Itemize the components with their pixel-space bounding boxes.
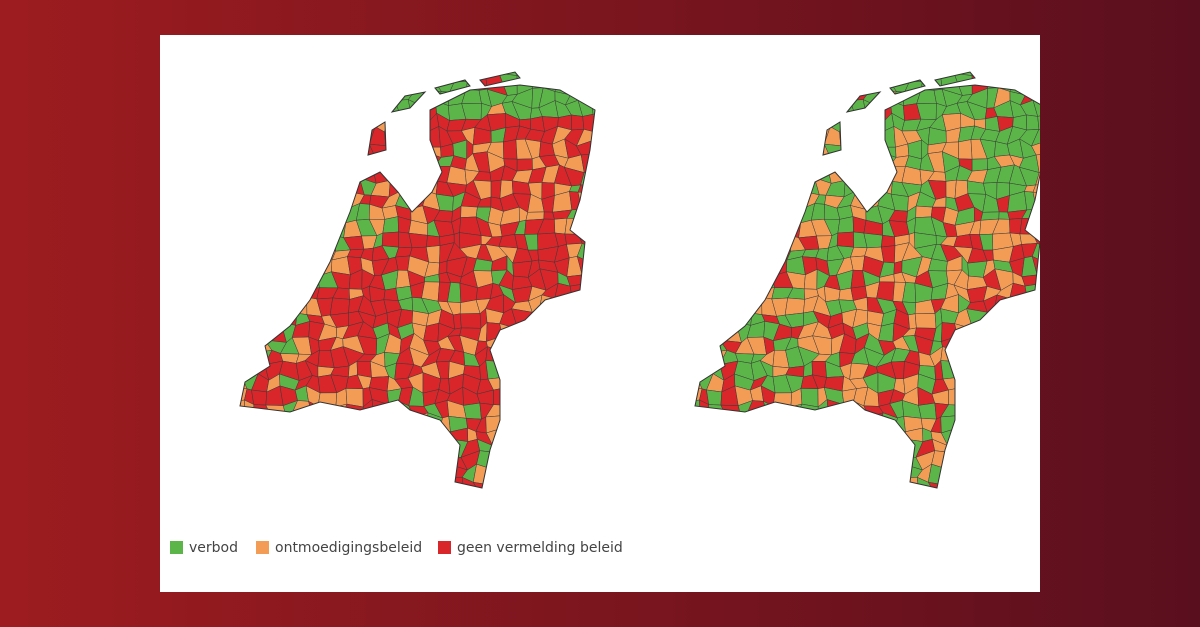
legend-swatch [170, 541, 183, 554]
municipality [1026, 114, 1040, 131]
municipality [1035, 169, 1040, 186]
municipality [459, 313, 482, 329]
municipality [425, 235, 441, 248]
legend-label: ontmoedigingsbeleid [275, 540, 422, 556]
municipality [918, 402, 937, 420]
municipality [490, 179, 502, 199]
municipality [1035, 153, 1040, 173]
municipality [251, 389, 267, 406]
legend-label: verbod [189, 540, 238, 556]
municipality [836, 231, 855, 248]
municipality [837, 216, 854, 234]
municipality [893, 260, 903, 275]
municipality [503, 139, 518, 160]
municipality [516, 158, 533, 172]
municipality [915, 205, 933, 218]
municipality [571, 114, 585, 131]
legend: verbod ontmoedigingsbeleid geen vermelding… [170, 540, 623, 556]
municipality [591, 103, 595, 115]
municipality [395, 255, 410, 271]
municipality [706, 389, 722, 406]
municipality [914, 313, 937, 329]
municipality [463, 402, 482, 420]
municipality [1037, 113, 1040, 133]
municipality [1031, 138, 1040, 156]
municipality [863, 232, 883, 249]
legend-swatch [438, 541, 451, 554]
municipality [1031, 129, 1040, 147]
municipality [421, 281, 440, 302]
municipality [408, 232, 428, 249]
municipality [800, 388, 819, 408]
municipality [880, 245, 896, 264]
municipality [382, 216, 399, 234]
legend-swatch [256, 541, 269, 554]
municipality [784, 297, 805, 316]
municipality [1031, 242, 1040, 265]
municipality [850, 255, 865, 271]
municipality [1032, 99, 1040, 117]
municipality [345, 388, 364, 408]
municipality [329, 297, 350, 316]
municipality [876, 281, 895, 302]
municipality [880, 235, 896, 248]
legend-label: geen vermelding beleid [457, 540, 623, 556]
municipality [958, 139, 973, 160]
municipality [945, 179, 957, 199]
municipality [438, 260, 448, 275]
municipality [460, 205, 478, 218]
municipality [381, 231, 400, 248]
municipality [971, 158, 988, 172]
municipality [425, 245, 441, 264]
